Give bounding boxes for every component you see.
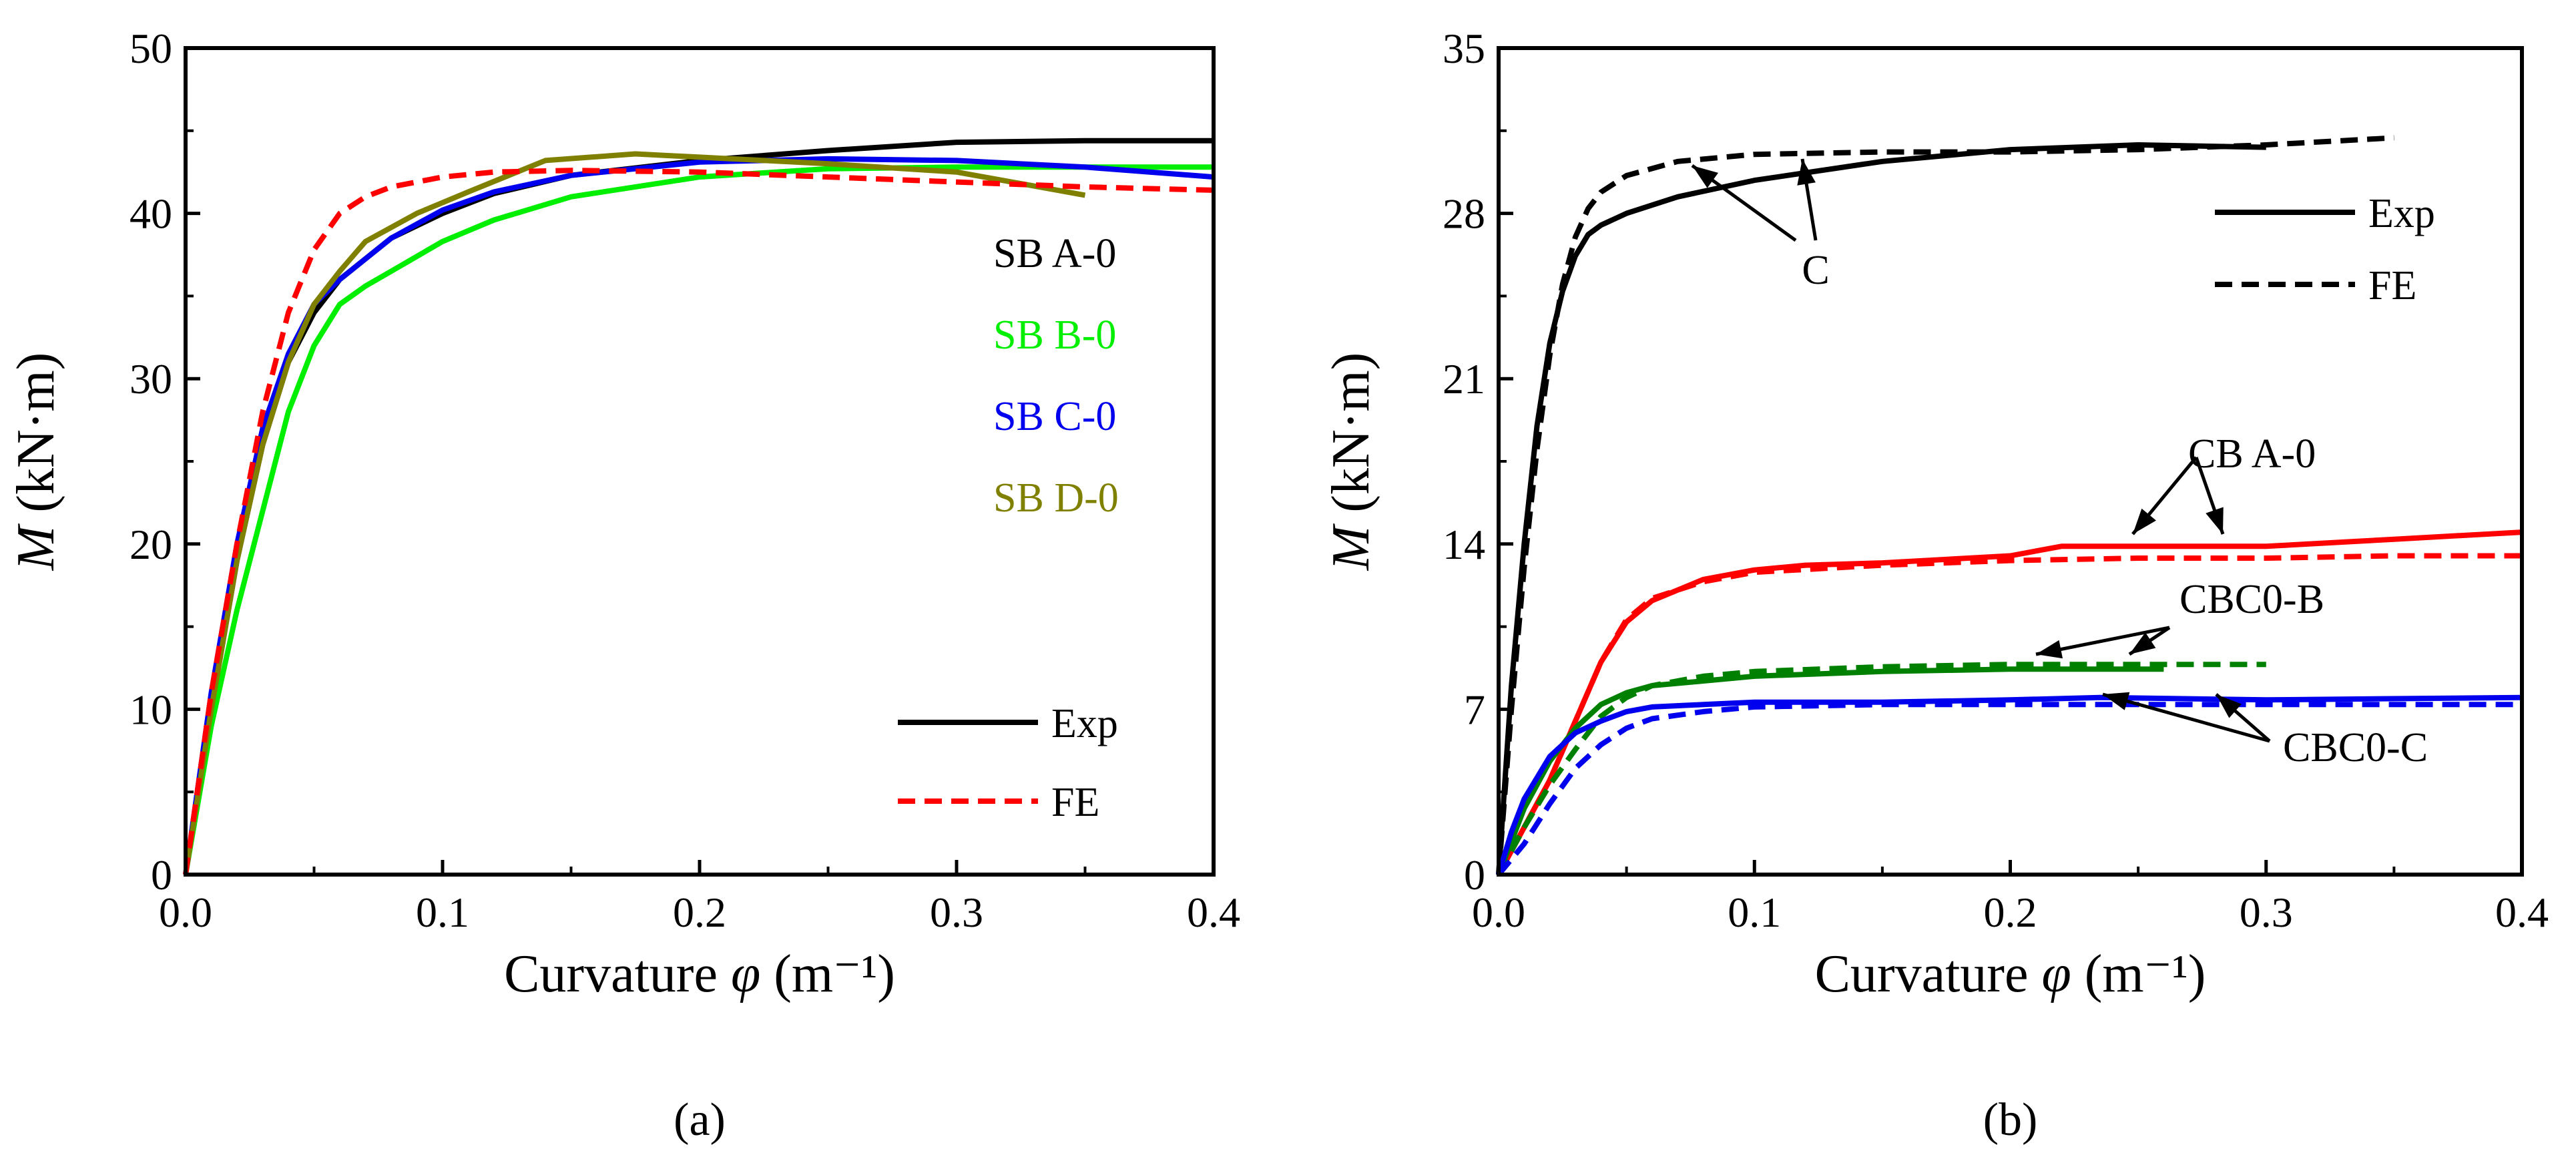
x-tick-label: 0.2 [1984, 889, 2037, 936]
y-tick-label: 20 [130, 521, 172, 568]
x-tick-label: 0.1 [1728, 889, 1781, 936]
annotation-arrow-head [2103, 692, 2130, 710]
panel-caption: (b) [1983, 1094, 2038, 1146]
y-tick-label: 14 [1443, 521, 1485, 568]
x-tick-label: 0.1 [416, 889, 469, 936]
y-tick-label: 30 [130, 355, 172, 403]
y-axis-label: M (kN·m) [7, 353, 65, 571]
plot-frame [184, 46, 1216, 877]
legend-label-fe: FE [2368, 263, 2416, 308]
panel-caption: (a) [674, 1094, 726, 1146]
series-line-cbc0-b-exp [1496, 666, 2164, 876]
plot-frame [1497, 46, 2524, 877]
y-tick-label: 50 [130, 25, 172, 72]
annotation-cbc0-c: CBC0-C [2283, 725, 2428, 770]
annotation-c: C [1802, 248, 1829, 293]
annotation-arrow-head [2206, 507, 2224, 534]
annotation-arrow-head [1692, 166, 1718, 188]
x-tick-label: 0.0 [1472, 889, 1525, 936]
y-axis-label: M (kN·m) [1322, 353, 1380, 571]
y-tick-label: 0 [1464, 851, 1485, 899]
y-tick-label: 0 [151, 851, 172, 899]
x-axis-label: Curvature φ (m⁻¹) [1815, 945, 2206, 1003]
x-axis-label: Curvature φ (m⁻¹) [504, 945, 895, 1003]
specimen-label-sb-c-0: SB C-0 [993, 394, 1116, 439]
chart-panel-a: 0.0 0.1 0.2 0.3 0.4 0 10 20 30 40 50 Curvature φ (m… [7, 25, 1240, 1146]
y-tick-label: 40 [130, 190, 172, 238]
annotation-arrow-head [2216, 694, 2242, 718]
annotation-arrow-head [1797, 159, 1816, 186]
annotation-cb-a-0: CB A-0 [2188, 431, 2316, 477]
specimen-label-sb-d-0: SB D-0 [993, 475, 1119, 521]
series-line-cbc0-b-fe [1496, 662, 2266, 876]
y-tick-label: 10 [130, 686, 172, 733]
y-tick-label: 35 [1443, 25, 1485, 72]
series-line-cbc0-c-fe [1496, 702, 2522, 877]
series-line-c-fe [1496, 135, 2394, 875]
annotation-arrow-head [2133, 508, 2156, 534]
legend-label-fe: FE [1051, 780, 1099, 825]
y-tick-label: 7 [1464, 686, 1485, 733]
annotation-cbc0-b: CBC0-B [2179, 577, 2324, 622]
series-line-sb-c-0-exp [183, 156, 1214, 875]
y-tick-label: 21 [1443, 355, 1485, 403]
legend-label-exp: Exp [1051, 701, 1118, 746]
x-tick-label: 0.2 [673, 889, 726, 936]
x-tick-label: 0.0 [159, 889, 212, 936]
series-line-cb-a-0-fe [1496, 553, 2522, 876]
legend-label-exp: Exp [2368, 191, 2435, 236]
series-line-cbc0-c-exp [1496, 694, 2523, 876]
x-tick-label: 0.4 [1187, 889, 1240, 936]
annotation-arrow [2102, 692, 2270, 743]
x-tick-label: 0.4 [2495, 889, 2549, 936]
series-line-sb-d-0-exp [183, 151, 1086, 875]
annotation-arrow-head [2036, 640, 2063, 659]
y-tick-label: 28 [1443, 190, 1485, 238]
x-tick-label: 0.3 [2240, 889, 2293, 936]
annotation-arrow-head [2129, 632, 2156, 654]
specimen-label-sb-b-0: SB B-0 [993, 312, 1116, 358]
specimen-label-sb-a-0: SB A-0 [993, 231, 1116, 276]
x-tick-label: 0.3 [930, 889, 983, 936]
chart-panel-b: 0.0 0.1 0.2 0.3 0.4 0 7 14 21 28 35 Curvature φ (m⁻… [1322, 25, 2549, 1146]
